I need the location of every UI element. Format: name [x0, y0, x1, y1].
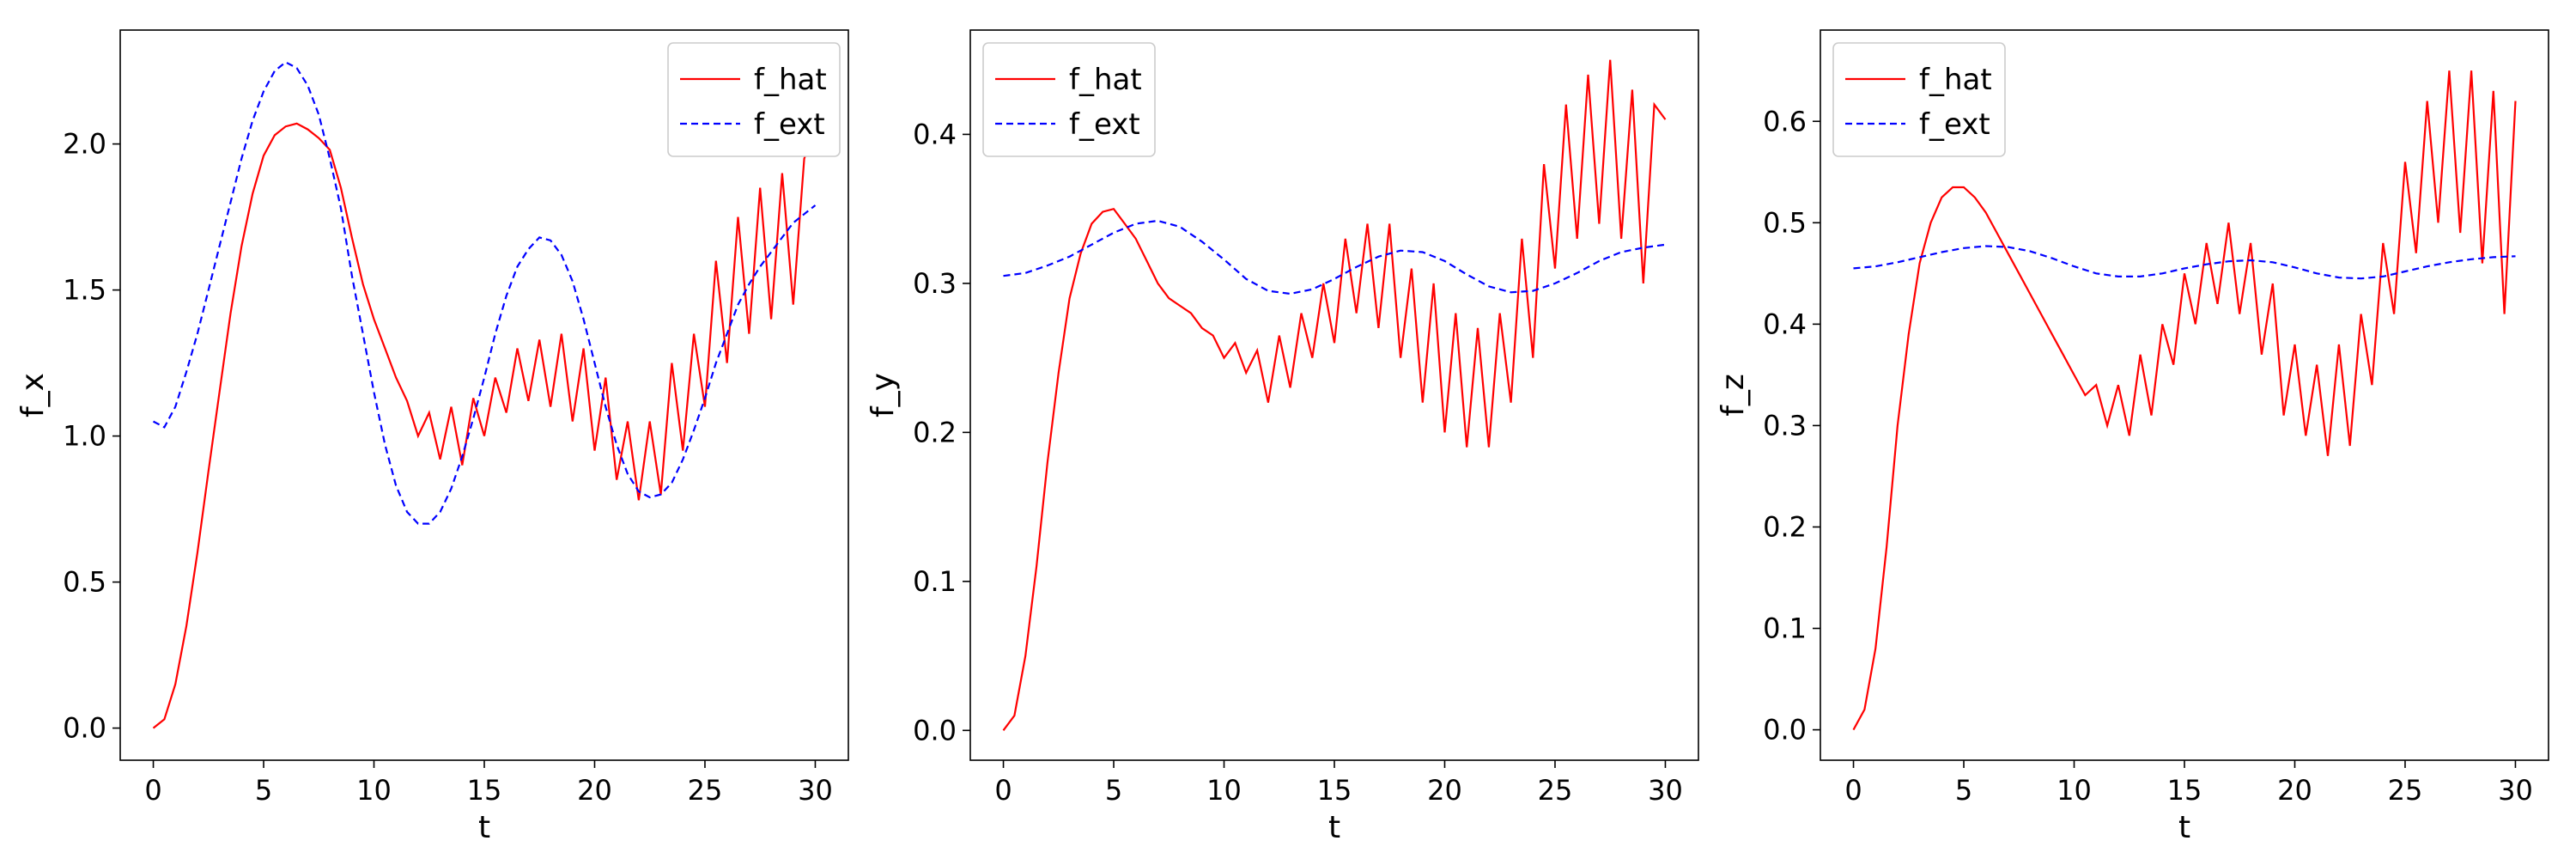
legend: f_hat f_ext	[667, 42, 841, 157]
plot-frame	[1820, 29, 2549, 761]
legend-label: f_hat	[754, 63, 827, 97]
x-axis-label: t	[478, 810, 490, 845]
plot-area	[1002, 59, 1667, 731]
x-tick-label: 25	[688, 774, 723, 807]
y-tick-label: 0.0	[913, 714, 957, 746]
y-axis-label: f_x	[15, 373, 51, 417]
y-tick-label: 0.5	[1763, 206, 1807, 239]
legend-box	[667, 42, 841, 157]
legend: f_hat f_ext	[982, 42, 1156, 157]
legend: f_hat f_ext	[1832, 42, 2006, 157]
legend-label: f_hat	[1069, 63, 1142, 97]
y-tick-label: 0.0	[1763, 714, 1807, 746]
x-tick-label: 30	[1648, 774, 1683, 807]
y-tick-label: 0.2	[913, 416, 957, 448]
legend-label: f_ext	[754, 107, 825, 142]
plot-frame	[969, 29, 1699, 761]
x-axis-label: t	[2178, 810, 2190, 845]
x-tick-label: 20	[1427, 774, 1462, 807]
plot-area	[1852, 70, 2517, 731]
y-tick-label: 0.1	[1763, 612, 1807, 645]
y-tick-label: 0.3	[913, 267, 957, 300]
y-tick-label: 0.6	[1763, 105, 1807, 137]
x-tick-label: 10	[356, 774, 392, 807]
series-line-f-ext	[152, 61, 817, 525]
x-tick-label: 10	[2057, 774, 2092, 807]
series-line-f-ext	[1003, 219, 1666, 295]
x-axis-label: t	[1328, 810, 1340, 845]
x-tick-label: 15	[467, 774, 502, 807]
legend-box	[1832, 42, 2006, 157]
series-line-f-hat	[1852, 70, 2517, 731]
y-axis-label: f_z	[1716, 374, 1751, 417]
chart-panel-fx: 0 5 10 15 20 25 30 0.0 0.5 1.0 1.5 2.0 t f_x f_hat f_ex…	[15, 29, 849, 845]
x-tick-label: 5	[1955, 774, 1972, 807]
x-tick-label: 20	[2277, 774, 2312, 807]
x-tick-label: 0	[144, 774, 161, 807]
y-axis-label: f_y	[866, 373, 901, 417]
x-tick-label: 20	[577, 774, 612, 807]
x-tick-label: 15	[1317, 774, 1352, 807]
series-line-f-hat	[152, 122, 817, 729]
plot-area	[152, 61, 817, 729]
chart-panel-fz: 0 5 10 15 20 25 30 0.0 0.1 0.2 0.3 0.4 0.5 0.6 t f_z f_h…	[1716, 29, 2549, 845]
x-tick-label: 5	[255, 774, 272, 807]
x-tick-label: 30	[798, 774, 833, 807]
series-line-f-hat	[1002, 59, 1667, 731]
series-line-f-ext	[1853, 245, 2516, 280]
y-tick-label: 1.0	[63, 420, 106, 453]
x-tick-label: 25	[2388, 774, 2423, 807]
y-tick-label: 1.5	[63, 274, 106, 307]
legend-box	[982, 42, 1156, 157]
y-tick-label: 0.4	[1763, 308, 1807, 340]
x-tick-label: 15	[2167, 774, 2202, 807]
y-tick-label: 0.0	[63, 712, 106, 745]
y-tick-label: 2.0	[63, 128, 106, 161]
x-tick-label: 10	[1206, 774, 1242, 807]
x-tick-label: 5	[1105, 774, 1122, 807]
y-tick-label: 0.3	[1763, 409, 1807, 442]
legend-label: f_hat	[1919, 63, 1992, 97]
plot-frame	[119, 29, 849, 761]
y-tick-label: 0.4	[913, 118, 957, 150]
x-tick-label: 0	[994, 774, 1012, 807]
y-tick-label: 0.1	[913, 565, 957, 598]
legend-label: f_ext	[1069, 107, 1140, 142]
x-tick-label: 0	[1844, 774, 1862, 807]
x-tick-label: 30	[2498, 774, 2533, 807]
x-tick-label: 25	[1538, 774, 1573, 807]
chart-panel-fy: 0 5 10 15 20 25 30 0.0 0.1 0.2 0.3 0.4 t f_y f_hat f_ex…	[866, 29, 1699, 845]
y-tick-label: 0.5	[63, 566, 106, 599]
y-tick-label: 0.2	[1763, 510, 1807, 543]
legend-label: f_ext	[1919, 107, 1990, 142]
